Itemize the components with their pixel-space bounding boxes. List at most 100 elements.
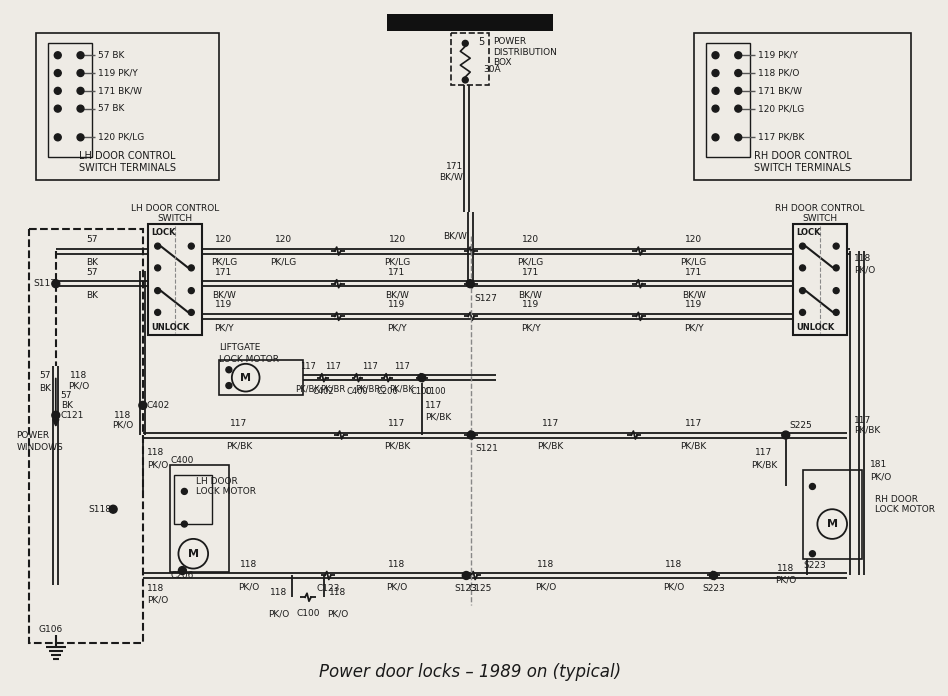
Text: PK/BK: PK/BK	[854, 425, 881, 434]
Circle shape	[109, 505, 118, 513]
Circle shape	[77, 70, 84, 77]
Text: Power door locks – 1989 on (typical): Power door locks – 1989 on (typical)	[319, 663, 621, 681]
Bar	[148, 224, 202, 335]
Text: S118: S118	[88, 505, 112, 514]
Text: HOT AT ALL TIMES: HOT AT ALL TIMES	[410, 15, 531, 29]
Text: BK: BK	[86, 291, 99, 300]
Bar	[803, 470, 862, 559]
Text: C402: C402	[312, 386, 334, 395]
Text: C206: C206	[171, 571, 194, 580]
Circle shape	[712, 105, 719, 112]
Text: PK/LG: PK/LG	[681, 258, 707, 267]
Text: PK/O: PK/O	[147, 596, 168, 605]
Text: 118: 118	[537, 560, 554, 569]
Text: 119: 119	[389, 301, 406, 310]
Text: SWITCH: SWITCH	[157, 214, 192, 223]
Circle shape	[467, 431, 475, 439]
Text: LH DOOR CONTROL
SWITCH TERMINALS: LH DOOR CONTROL SWITCH TERMINALS	[79, 151, 176, 173]
Circle shape	[189, 310, 194, 315]
Text: PK/O: PK/O	[387, 583, 408, 592]
Text: M: M	[188, 548, 199, 559]
Text: 118: 118	[115, 411, 132, 420]
Text: 117: 117	[541, 419, 559, 428]
Circle shape	[799, 243, 806, 249]
Circle shape	[833, 265, 839, 271]
Text: 117: 117	[854, 416, 871, 425]
Circle shape	[735, 105, 741, 112]
Text: PK/LG: PK/LG	[384, 258, 410, 267]
Circle shape	[226, 367, 232, 373]
Text: RH DOOR CONTROL
SWITCH TERMINALS: RH DOOR CONTROL SWITCH TERMINALS	[754, 151, 851, 173]
Text: S223: S223	[804, 561, 827, 569]
Circle shape	[735, 52, 741, 58]
Text: UNLOCK: UNLOCK	[796, 323, 835, 332]
Text: 57: 57	[86, 268, 99, 277]
Text: PK/LG: PK/LG	[210, 258, 237, 267]
Bar	[387, 14, 554, 31]
Circle shape	[735, 70, 741, 77]
Bar	[174, 475, 212, 524]
Circle shape	[155, 310, 160, 315]
Text: LOCK MOTOR: LOCK MOTOR	[219, 356, 279, 365]
Text: PK/O: PK/O	[664, 583, 684, 592]
Text: PK/O: PK/O	[327, 609, 348, 618]
Text: PK/LG: PK/LG	[270, 258, 297, 267]
Text: 171: 171	[685, 268, 702, 277]
Text: PK/BK: PK/BK	[751, 460, 777, 469]
Circle shape	[138, 402, 147, 409]
Text: 117: 117	[325, 362, 340, 371]
Text: S121: S121	[475, 444, 498, 453]
Circle shape	[833, 287, 839, 294]
Text: BK/W: BK/W	[440, 173, 464, 182]
Text: PK/BK: PK/BK	[296, 385, 320, 394]
Circle shape	[712, 134, 719, 141]
Circle shape	[155, 265, 160, 271]
Text: 30A: 30A	[483, 65, 501, 74]
Circle shape	[712, 52, 719, 58]
Text: 118: 118	[147, 448, 164, 457]
Circle shape	[54, 70, 62, 77]
Text: PK/O: PK/O	[68, 381, 89, 390]
Circle shape	[54, 88, 62, 94]
Text: BK: BK	[86, 258, 99, 267]
Circle shape	[226, 383, 232, 388]
Bar	[36, 33, 219, 180]
Text: M: M	[827, 519, 838, 529]
Circle shape	[189, 265, 194, 271]
Circle shape	[77, 88, 84, 94]
Text: 171 BK/W: 171 BK/W	[758, 86, 802, 95]
Text: 119: 119	[522, 301, 539, 310]
Text: RH DOOR CONTROL: RH DOOR CONTROL	[775, 204, 865, 213]
Circle shape	[463, 77, 468, 83]
Circle shape	[418, 374, 426, 381]
Circle shape	[712, 88, 719, 94]
Text: 5: 5	[478, 38, 484, 47]
Bar	[694, 33, 911, 180]
Text: 117: 117	[362, 362, 378, 371]
Text: PK/Y: PK/Y	[520, 323, 540, 332]
Circle shape	[54, 134, 62, 141]
Text: 171 BK/W: 171 BK/W	[99, 86, 142, 95]
Text: 120: 120	[215, 235, 232, 244]
Circle shape	[463, 40, 468, 47]
Text: 57: 57	[39, 371, 50, 380]
Text: POWER: POWER	[16, 431, 49, 440]
Text: BK/W: BK/W	[385, 291, 409, 300]
Text: POWER
DISTRIBUTION
BOX: POWER DISTRIBUTION BOX	[493, 38, 556, 68]
Text: 171: 171	[215, 268, 232, 277]
Text: 118: 118	[147, 584, 164, 593]
Text: 120: 120	[522, 235, 539, 244]
Text: PK/O: PK/O	[238, 583, 260, 592]
Text: PK/BK: PK/BK	[681, 442, 707, 451]
Text: LOCK MOTOR: LOCK MOTOR	[196, 487, 256, 496]
Circle shape	[155, 243, 160, 249]
Circle shape	[709, 571, 718, 580]
Text: SWITCH: SWITCH	[802, 214, 837, 223]
Text: PK/LG: PK/LG	[518, 258, 543, 267]
Text: PK/O: PK/O	[267, 609, 289, 618]
Text: G106: G106	[39, 626, 64, 634]
Circle shape	[155, 287, 160, 294]
Text: BK/W: BK/W	[682, 291, 705, 300]
Circle shape	[189, 287, 194, 294]
Text: 117: 117	[389, 419, 406, 428]
